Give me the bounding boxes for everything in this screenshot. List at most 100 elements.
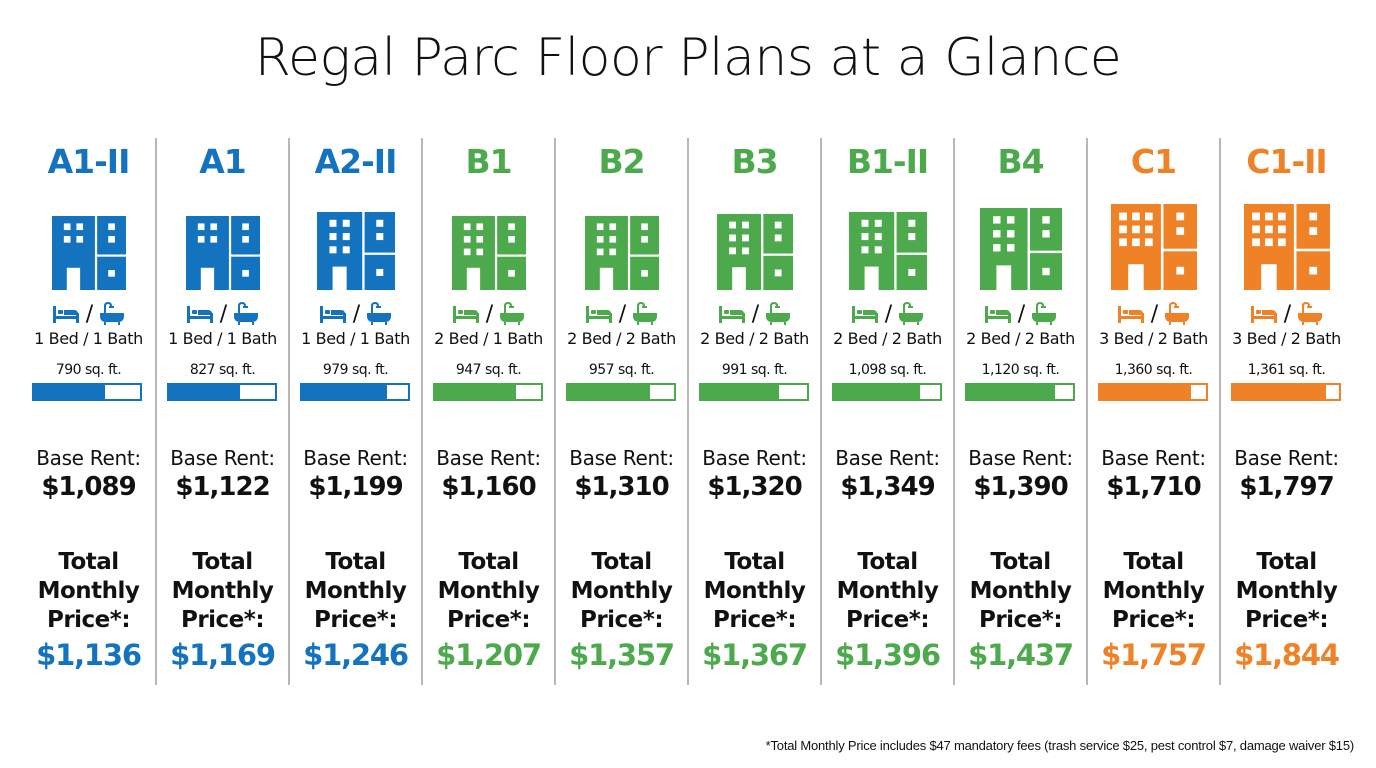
size-bar: [699, 383, 809, 401]
bed-bath-count: 1 Bed / 1 Bath: [34, 329, 143, 348]
page-title: Regal Parc Floor Plans at a Glance: [254, 28, 1122, 88]
total-label-line3: Price*:: [313, 607, 398, 633]
bed-bath-count: 3 Bed / 2 Bath: [1099, 329, 1208, 348]
building-icon-wrap: [157, 204, 288, 290]
building-icon: [584, 216, 659, 290]
base-rent-value: $1,310: [574, 472, 669, 502]
size-bar-fill: [302, 385, 387, 399]
bed-bath-count: 1 Bed / 1 Bath: [168, 329, 277, 348]
floor-plan-card-b2: B2 / 2 Bed / 2 Bath 957 sq. ft. Base Ren…: [554, 138, 687, 685]
building-icon: [848, 212, 927, 290]
size-bar: [32, 383, 142, 401]
total-price-label: Total Monthly Price*:: [955, 548, 1086, 635]
building-icon: [1243, 204, 1330, 290]
bed-icon: [1117, 304, 1145, 324]
plan-name: A2-II: [314, 142, 398, 181]
bed-bath-icons: /: [290, 301, 421, 327]
base-rent-value: $1,320: [707, 472, 802, 502]
total-label-line1: Total: [591, 549, 652, 575]
bed-bath-icons: /: [822, 301, 953, 327]
plan-name: B4: [997, 142, 1044, 181]
bed-bath-count: 2 Bed / 2 Bath: [700, 329, 809, 348]
base-rent-label: Base Rent:: [835, 446, 940, 470]
plan-name: A1-II: [47, 142, 131, 181]
base-rent-value: $1,160: [441, 472, 536, 502]
square-footage: 1,360 sq. ft.: [1114, 362, 1193, 378]
total-price-value: $1,357: [569, 638, 675, 672]
base-rent-value: $1,089: [41, 472, 136, 502]
base-rent-label: Base Rent:: [1234, 446, 1339, 470]
total-label-line3: Price*:: [712, 607, 797, 633]
plan-name: C1: [1130, 142, 1177, 181]
size-bar: [433, 383, 543, 401]
bed-icon: [52, 304, 80, 324]
bed-bath-icons: /: [1088, 301, 1219, 327]
total-price-label: Total Monthly Price*:: [1221, 548, 1352, 635]
square-footage: 1,120 sq. ft.: [981, 362, 1060, 378]
total-price-label: Total Monthly Price*:: [22, 548, 155, 635]
building-icon-wrap: [1088, 204, 1219, 290]
plan-name: B1: [465, 142, 512, 181]
size-bar-fill: [34, 385, 106, 399]
slash-separator: /: [485, 301, 494, 327]
bathtub-icon: [499, 302, 525, 326]
base-rent-label: Base Rent:: [569, 446, 674, 470]
total-label-line2: Monthly: [437, 578, 540, 604]
bed-bath-icons: /: [689, 301, 820, 327]
total-label-line1: Total: [325, 549, 386, 575]
total-label-line3: Price*:: [180, 607, 265, 633]
base-rent-value: $1,797: [1239, 472, 1334, 502]
total-price-value: $1,757: [1101, 638, 1207, 672]
building-icon-wrap: [423, 204, 554, 290]
total-price-label: Total Monthly Price*:: [423, 548, 554, 635]
square-footage: 1,098 sq. ft.: [848, 362, 927, 378]
size-bar-fill: [435, 385, 516, 399]
slash-separator: /: [219, 301, 228, 327]
square-footage: 979 sq. ft.: [322, 362, 389, 378]
size-bar-fill: [967, 385, 1055, 399]
base-rent-value: $1,390: [973, 472, 1068, 502]
total-price-value: $1,246: [303, 638, 409, 672]
building-icon-wrap: [290, 204, 421, 290]
total-label-line2: Monthly: [304, 578, 407, 604]
floor-plan-card-a2-ii: A2-II / 1 Bed / 1 Bath 979 sq. ft. Base …: [288, 138, 421, 685]
square-footage: 827 sq. ft.: [189, 362, 256, 378]
size-bar-fill: [169, 385, 241, 399]
bathtub-icon: [632, 302, 658, 326]
fees-footnote: *Total Monthly Price includes $47 mandat…: [765, 738, 1355, 753]
building-icon-wrap: [1221, 204, 1352, 290]
total-label-line1: Total: [192, 549, 253, 575]
slash-separator: /: [85, 301, 94, 327]
total-label-line1: Total: [724, 549, 785, 575]
base-rent-value: $1,349: [840, 472, 935, 502]
size-bar: [832, 383, 942, 401]
square-footage: 991 sq. ft.: [721, 362, 788, 378]
total-label-line2: Monthly: [1102, 578, 1205, 604]
floor-plan-card-b1: B1 / 2 Bed / 1 Bath 947 sq. ft. Base Ren…: [421, 138, 554, 685]
bed-bath-count: 1 Bed / 1 Bath: [301, 329, 410, 348]
base-rent-label: Base Rent:: [36, 446, 141, 470]
slash-separator: /: [352, 301, 361, 327]
bed-icon: [984, 304, 1012, 324]
bathtub-icon: [1031, 302, 1057, 326]
base-rent-label: Base Rent:: [968, 446, 1073, 470]
slash-separator: /: [1017, 301, 1026, 327]
building-icon-wrap: [556, 204, 687, 290]
total-price-value: $1,169: [170, 638, 276, 672]
size-bar: [300, 383, 410, 401]
floor-plan-card-a1: A1 / 1 Bed / 1 Bath 827 sq. ft. Base Ren…: [155, 138, 288, 685]
building-icon: [51, 216, 126, 290]
size-bar-fill: [568, 385, 650, 399]
bathtub-icon: [1297, 302, 1323, 326]
bed-icon: [452, 304, 480, 324]
bed-bath-count: 2 Bed / 1 Bath: [434, 329, 543, 348]
floor-plan-card-b4: B4 / 2 Bed / 2 Bath 1,120 sq. ft. Base R…: [953, 138, 1086, 685]
total-price-value: $1,844: [1234, 638, 1340, 672]
size-bar: [1231, 383, 1341, 401]
floor-plan-card-c1: C1 / 3 Bed / 2 Bath 1,360 sq. ft. Base R…: [1086, 138, 1219, 685]
square-footage: 1,361 sq. ft.: [1247, 362, 1326, 378]
total-label-line3: Price*:: [1244, 607, 1329, 633]
slash-separator: /: [618, 301, 627, 327]
size-bar: [1098, 383, 1208, 401]
plan-name: A1: [199, 142, 247, 181]
